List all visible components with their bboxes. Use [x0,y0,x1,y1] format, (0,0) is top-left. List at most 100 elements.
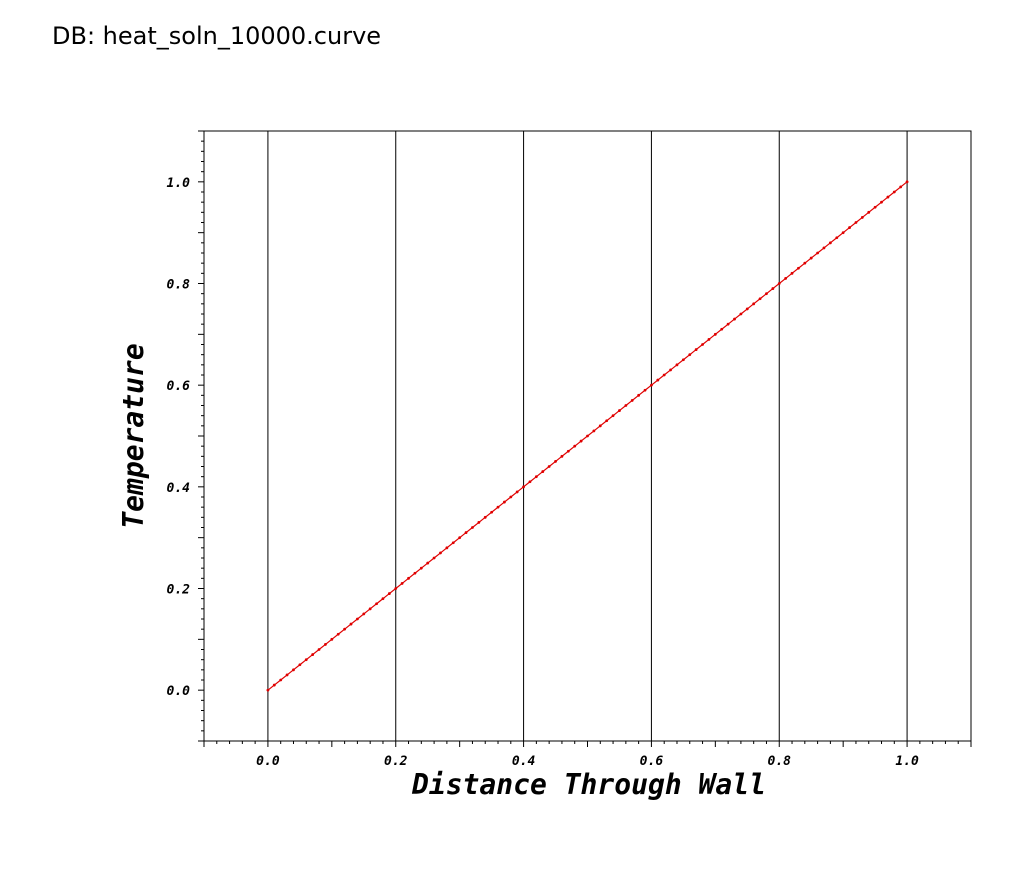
data-point [905,180,909,184]
data-point [490,510,494,514]
y-tick-labels: 0.0 0.2 0.4 0.6 0.8 1.0 [167,176,191,699]
y-tick-label: 1.0 [167,176,191,191]
data-point [720,327,724,331]
data-point [643,388,647,392]
data-point [784,277,788,280]
data-point [854,221,858,224]
x-tick-label: 0.2 [384,754,408,769]
data-point [809,256,813,260]
data-point [458,536,462,540]
grid-lines [267,131,908,741]
data-point [407,576,410,580]
x-tick-label: 0.0 [256,754,280,769]
data-point [650,383,653,387]
data-point [630,399,634,402]
y-tick-label: 0.6 [167,379,191,394]
data-point [790,271,794,275]
data-point [285,673,289,677]
data-point [451,541,455,545]
data-point [298,663,302,667]
y-tick-label: 0.8 [167,278,191,293]
x-tick-label: 0.6 [640,754,664,769]
data-point [356,617,359,621]
y-tick-label: 0.0 [167,684,191,699]
data-point [266,688,270,692]
data-point [368,607,372,611]
data-point [483,515,487,519]
y-tick-label: 0.2 [167,583,191,598]
y-axis-title: Temperature [117,343,150,528]
x-tick-label: 0.8 [768,754,792,769]
data-point [828,241,832,245]
series-group [266,180,909,692]
data-point [771,287,775,290]
data-point [803,261,807,265]
data-point [311,653,315,656]
data-point [675,363,679,367]
data-point [426,561,430,565]
data-point [400,582,404,585]
data-point [733,317,736,321]
data-point [381,597,385,601]
data-point [598,424,602,428]
data-point [605,419,609,423]
data-point [848,226,851,229]
data-point [841,231,845,235]
data-point [324,643,327,646]
data-point [681,358,685,362]
data-point [471,526,474,529]
data-point [797,266,800,270]
db-label: DB: heat_soln_10000.curve [52,22,382,50]
data-point [375,602,378,606]
data-point [272,683,276,687]
data-point [317,648,321,651]
data-point [515,490,519,494]
data-point [860,216,864,219]
data-point [509,495,513,499]
data-point [394,587,398,590]
y-tick-label: 0.4 [167,481,191,496]
data-point [694,348,698,351]
data-point [547,465,551,468]
data-point [496,505,500,509]
x-tick-label: 0.4 [512,754,536,769]
data-point [752,302,756,306]
data-point [330,637,334,641]
data-point [349,622,353,626]
data-point [336,632,340,636]
data-point [713,332,717,336]
data-point [739,312,743,316]
data-point [726,322,730,326]
minor-ticks [198,130,972,747]
data-point [822,246,826,250]
data-point [343,627,347,631]
data-point [566,449,570,453]
data-point [432,556,436,560]
data-point [419,566,423,570]
data-point [688,353,692,357]
data-point [528,480,532,484]
data-point [554,460,557,463]
data-point [579,439,583,443]
data-point [573,444,577,448]
data-point [656,378,660,382]
data-point [745,307,749,311]
data-point [534,475,538,479]
data-point [835,236,839,240]
data-point [880,200,883,204]
data-point [624,404,628,407]
data-point [637,393,641,397]
data-point [899,185,903,189]
data-point [439,551,442,555]
data-point [611,414,615,418]
data-point [707,338,711,341]
data-point [445,546,449,550]
data-point [701,343,704,346]
data-point [662,373,666,377]
data-point [586,434,589,438]
data-point [892,190,896,194]
data-point [777,282,781,285]
x-tick-label: 1.0 [895,754,919,769]
data-point [387,592,391,595]
